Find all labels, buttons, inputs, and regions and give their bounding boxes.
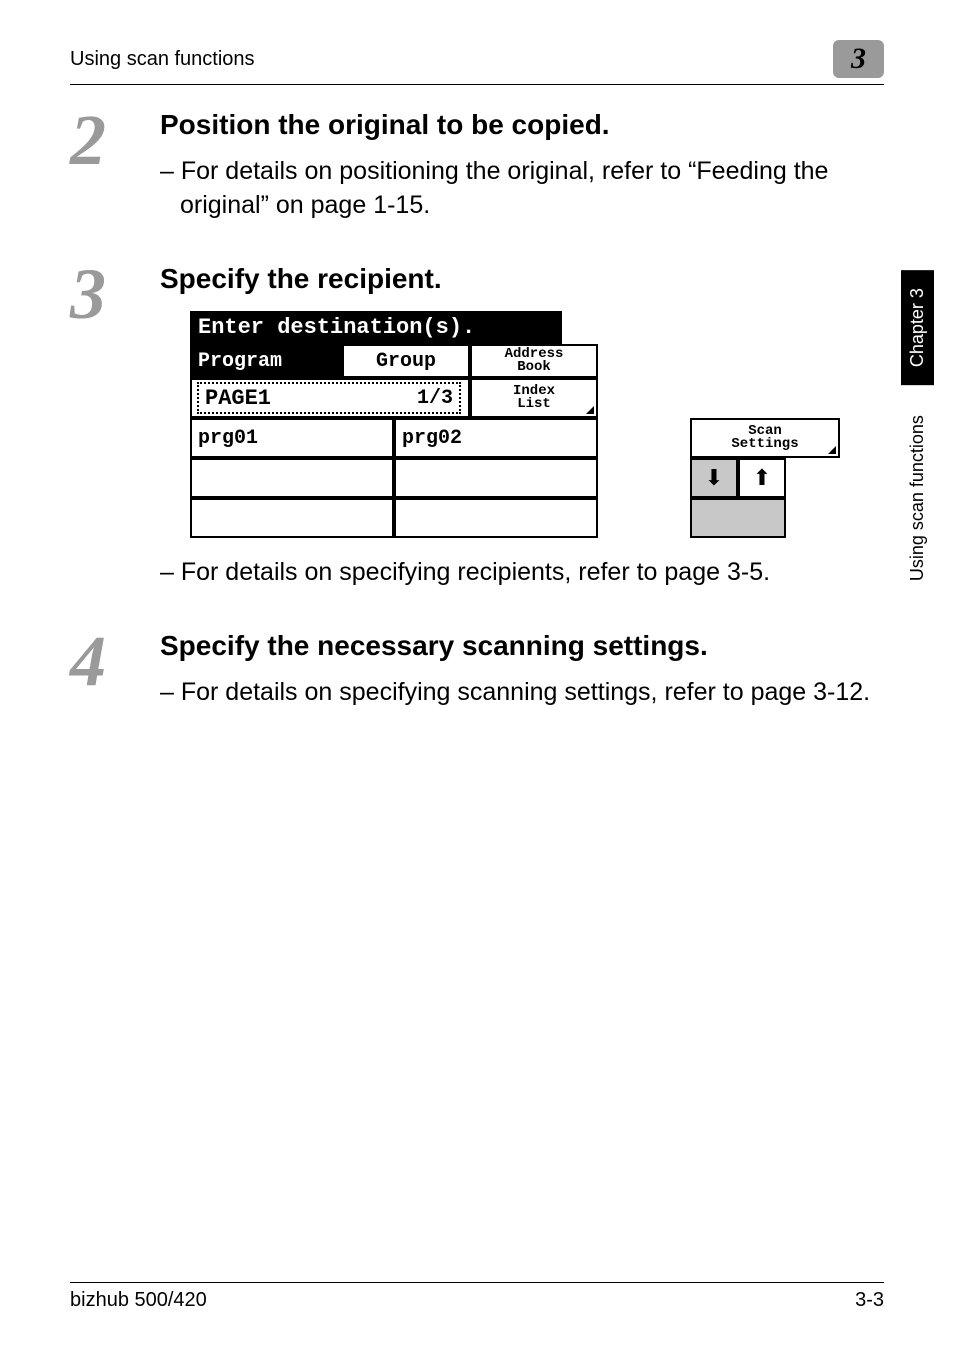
lcd-screen: Enter destination(s). Program Group Addr… — [190, 311, 884, 538]
entry-empty[interactable] — [394, 458, 598, 498]
header-chapter-badge: 3 — [833, 40, 884, 78]
entry-empty[interactable] — [394, 498, 598, 538]
side-section-label: Using scan functions — [901, 409, 934, 587]
arrow-up-icon: ⬆ — [753, 465, 771, 491]
tab-program[interactable]: Program — [190, 344, 342, 378]
blank-grey-button[interactable] — [690, 498, 786, 538]
entry-prg02-label: prg02 — [402, 427, 462, 450]
arrow-down-icon: ⬇ — [705, 465, 723, 491]
arrow-up-button[interactable]: ⬆ — [738, 458, 786, 498]
step-heading: Specify the recipient. — [160, 261, 884, 297]
entry-prg01[interactable]: prg01 — [190, 418, 394, 458]
scan-l2: Settings — [731, 438, 798, 451]
step-number: 3 — [70, 261, 160, 598]
lcd-entry-row-2: ⬇ ⬆ — [190, 458, 840, 498]
step-number: 2 — [70, 107, 160, 231]
tab-group[interactable]: Group — [342, 344, 470, 378]
header-section-title: Using scan functions — [70, 48, 255, 71]
footer-model: bizhub 500/420 — [70, 1289, 207, 1312]
page-name: PAGE1 — [205, 386, 271, 411]
lcd-tab-row: Program Group Address Book — [190, 344, 840, 378]
corner-indicator-icon — [586, 406, 594, 414]
step-body: Position the original to be copied. – Fo… — [160, 107, 884, 231]
index-l2: List — [517, 398, 551, 411]
step-3: 3 Specify the recipient. Enter destinati… — [70, 261, 884, 598]
lcd-prompt: Enter destination(s). — [190, 311, 562, 344]
step-heading: Position the original to be copied. — [160, 107, 884, 143]
page-footer: bizhub 500/420 3-3 — [70, 1282, 884, 1312]
index-list-button[interactable]: Index List — [470, 378, 598, 418]
lcd-page-row: PAGE1 1/3 Index List — [190, 378, 840, 418]
page-name-dotted: PAGE1 1/3 — [197, 382, 461, 414]
step-body: Specify the necessary scanning settings.… — [160, 628, 884, 718]
arrow-buttons: ⬇ ⬆ — [690, 458, 786, 498]
lcd-entry-row-3 — [190, 498, 840, 538]
page-name-cell[interactable]: PAGE1 1/3 — [190, 378, 470, 418]
tab-program-label: Program — [198, 350, 282, 373]
entry-prg02[interactable]: prg02 — [394, 418, 598, 458]
page-number: 1/3 — [417, 387, 453, 410]
step-2: 2 Position the original to be copied. – … — [70, 107, 884, 231]
entry-prg01-label: prg01 — [198, 427, 258, 450]
step-body: Specify the recipient. Enter destination… — [160, 261, 884, 598]
step-text: – For details on specifying scanning set… — [160, 676, 884, 710]
lcd: Enter destination(s). Program Group Addr… — [190, 311, 840, 538]
scan-settings-button[interactable]: Scan Settings — [690, 418, 840, 458]
step-number: 4 — [70, 628, 160, 718]
side-tab: Using scan functions Chapter 3 — [901, 270, 934, 587]
tab-group-label: Group — [376, 350, 436, 373]
arrow-down-button[interactable]: ⬇ — [690, 458, 738, 498]
footer-page-number: 3-3 — [855, 1289, 884, 1312]
step-4: 4 Specify the necessary scanning setting… — [70, 628, 884, 718]
gap — [598, 458, 690, 498]
step-text: – For details on positioning the origina… — [160, 155, 884, 223]
gap — [598, 418, 690, 458]
page: Using scan functions 3 2 Position the or… — [0, 0, 954, 1352]
step-text: – For details on specifying recipients, … — [160, 556, 884, 590]
page-header: Using scan functions 3 — [70, 40, 884, 85]
entry-empty[interactable] — [190, 458, 394, 498]
step-heading: Specify the necessary scanning settings. — [160, 628, 884, 664]
tab-address-book[interactable]: Address Book — [470, 344, 598, 378]
header-chapter-number: 3 — [851, 42, 866, 75]
side-chapter-label: Chapter 3 — [901, 270, 934, 385]
tab-address-l2: Book — [517, 361, 551, 374]
corner-indicator-icon — [828, 446, 836, 454]
gap — [598, 498, 690, 538]
lcd-entry-row-1: prg01 prg02 Scan Settings — [190, 418, 840, 458]
entry-empty[interactable] — [190, 498, 394, 538]
